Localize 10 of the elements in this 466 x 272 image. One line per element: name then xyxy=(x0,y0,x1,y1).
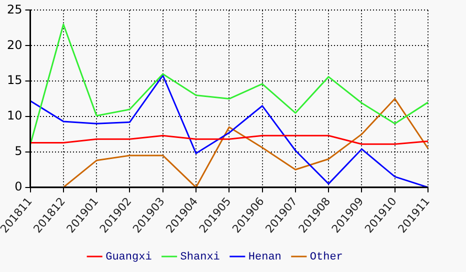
legend-label: Guangxi xyxy=(106,251,152,264)
legend-label: Other xyxy=(310,251,343,264)
legend-label: Shanxi xyxy=(180,251,220,264)
y-tick-label: 20 xyxy=(6,38,22,52)
y-tick-label: 5 xyxy=(14,144,22,158)
y-tick-label: 10 xyxy=(6,108,22,123)
y-tick-label: 0 xyxy=(14,179,22,194)
legend-label: Henan xyxy=(248,251,282,264)
y-tick-label: 15 xyxy=(6,73,22,88)
y-tick-label: 25 xyxy=(6,2,22,16)
